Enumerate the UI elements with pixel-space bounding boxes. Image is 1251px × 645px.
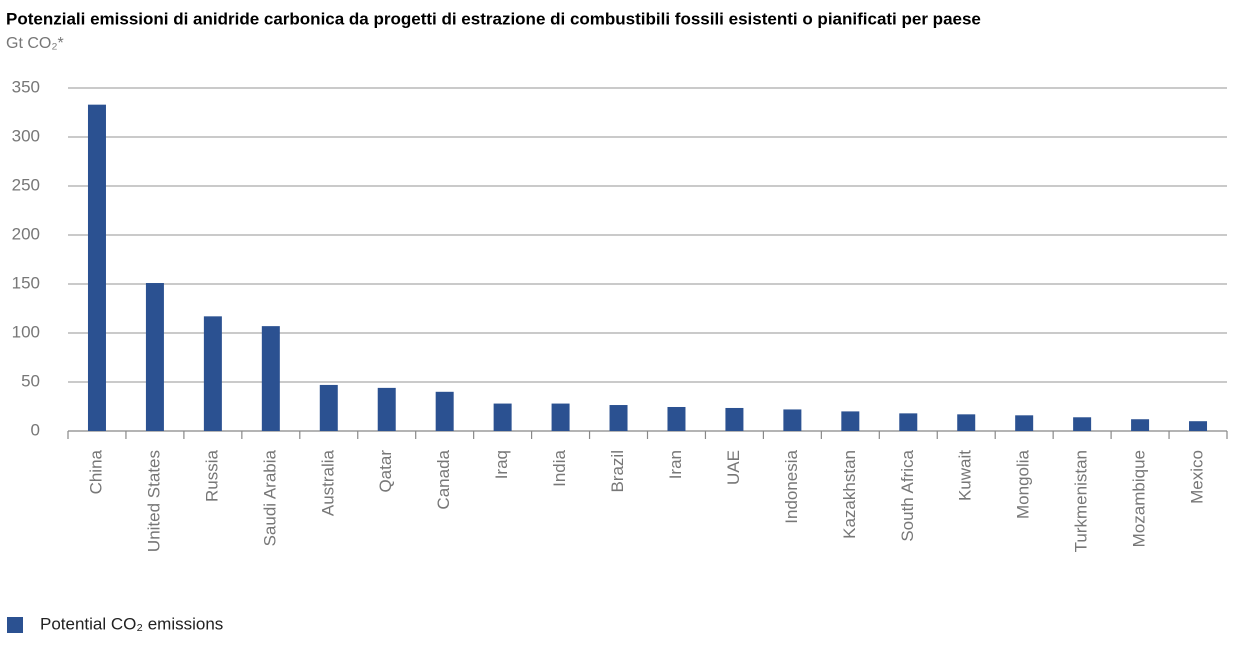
x-tick-label: Kazakhstan <box>840 450 859 539</box>
bar <box>87 104 106 431</box>
bar <box>261 326 280 431</box>
x-tick-label: India <box>550 449 569 486</box>
chart-title: Potenziali emissioni di anidride carboni… <box>6 9 981 28</box>
bar <box>1073 417 1092 431</box>
x-tick-label: Qatar <box>376 450 395 493</box>
y-tick-label: 300 <box>12 126 40 145</box>
x-tick-label: UAE <box>724 450 743 485</box>
bar <box>1189 421 1208 431</box>
x-tick-label: Mongolia <box>1014 449 1033 519</box>
bar <box>145 283 164 431</box>
x-tick-label: Russia <box>202 449 221 502</box>
bar <box>551 403 570 431</box>
x-tick-label: Turkmenistan <box>1072 450 1091 552</box>
bar <box>841 411 860 431</box>
x-tick-label: Mexico <box>1188 450 1207 504</box>
bar <box>203 316 222 431</box>
x-tick-label: South Africa <box>898 449 917 541</box>
x-tick-label: Indonesia <box>782 449 801 523</box>
bar <box>377 387 396 431</box>
bar <box>1131 419 1150 431</box>
bar <box>957 414 976 431</box>
y-tick-label: 50 <box>21 371 40 390</box>
x-tick-label: Iran <box>666 450 685 479</box>
y-tick-label: 200 <box>12 224 40 243</box>
bar <box>1015 415 1034 431</box>
bar <box>667 406 686 431</box>
x-tick-label: Brazil <box>608 450 627 493</box>
x-tick-label: Australia <box>318 449 337 516</box>
y-tick-label: 250 <box>12 175 40 194</box>
bar <box>899 413 918 431</box>
bar <box>783 409 802 431</box>
bar <box>493 403 512 431</box>
bar <box>609 405 628 431</box>
bar <box>319 384 338 431</box>
legend-label: Potential CO₂ emissions <box>40 614 223 633</box>
x-tick-label: Kuwait <box>956 450 975 501</box>
bar <box>725 407 744 431</box>
x-tick-label: Iraq <box>492 450 511 479</box>
y-tick-label: 100 <box>12 322 40 341</box>
x-tick-label: Mozambique <box>1130 450 1149 547</box>
y-tick-label: 350 <box>12 77 40 96</box>
x-tick-label: Saudi Arabia <box>260 449 279 546</box>
legend-swatch <box>7 617 23 633</box>
bar <box>435 391 454 431</box>
y-unit: Gt CO₂* <box>6 35 64 52</box>
x-tick-label: China <box>86 449 105 494</box>
y-tick-label: 0 <box>31 420 40 439</box>
x-tick-label: United States <box>144 450 163 552</box>
x-tick-label: Canada <box>434 449 453 509</box>
y-tick-label: 150 <box>12 273 40 292</box>
